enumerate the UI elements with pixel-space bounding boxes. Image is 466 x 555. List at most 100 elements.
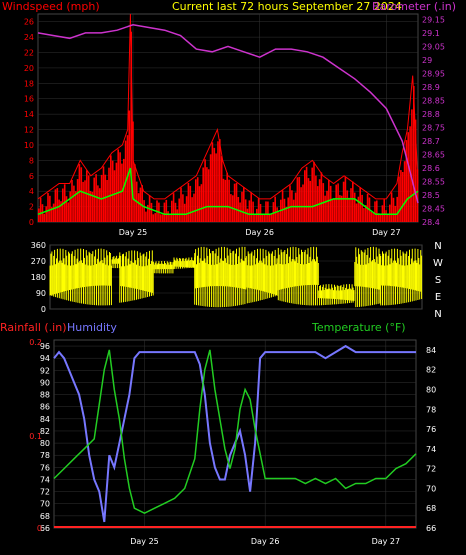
wind-speed-bar — [326, 190, 328, 222]
wind-speed-bar — [62, 188, 64, 222]
wind-speed-bar — [78, 164, 81, 222]
humidity-tick-label: 72 — [40, 488, 50, 497]
wind-speed-bar — [132, 121, 134, 222]
temperature-tick-label: 68 — [426, 504, 436, 513]
temperature-tick-label: 66 — [426, 524, 436, 533]
wind-speed-bar — [411, 109, 413, 222]
wind-speed-bar — [407, 132, 409, 222]
wind-speed-bar — [191, 197, 193, 222]
wind-speed-bar — [287, 197, 289, 222]
temperature-tick-label: 74 — [426, 445, 436, 454]
wind-speed-bar — [117, 149, 119, 222]
wind-speed-bar — [335, 184, 337, 222]
wind-speed-bar — [261, 214, 264, 222]
wind-speed-bar — [65, 196, 68, 222]
wind-speed-bar — [145, 211, 147, 222]
humidity-tick-label: 90 — [40, 378, 50, 387]
wind-tick-label: 0 — [29, 218, 34, 227]
humidity-tick-label: 76 — [40, 463, 50, 472]
compass-label: S — [435, 275, 441, 286]
wind-tick-label: 26 — [24, 18, 34, 27]
wind-speed-bar — [305, 166, 308, 222]
compass-label: N — [434, 309, 441, 320]
wind-speed-bar — [379, 214, 382, 222]
wind-speed-bar — [87, 175, 90, 222]
wind-speed-bar — [113, 170, 116, 222]
wind-tick-label: 14 — [24, 110, 34, 119]
wind-speed-bar — [342, 181, 345, 222]
wind-speed-bar — [237, 197, 240, 222]
wind-speed-bar — [204, 159, 206, 222]
wind-speed-bar — [207, 169, 210, 222]
wind-speed-bar — [281, 190, 284, 222]
wind-speed-bar — [278, 212, 280, 222]
wind-speed-bar — [84, 180, 86, 222]
wind-speed-bar — [413, 86, 415, 222]
wind-speed-bar — [119, 152, 121, 222]
wind-speed-bar — [324, 195, 326, 222]
wind-speed-bar — [263, 214, 265, 222]
wind-speed-bar — [95, 174, 97, 222]
wind-tick-label: 16 — [24, 95, 34, 104]
wind-speed-bar — [67, 202, 70, 222]
temperature-tick-label: 78 — [426, 405, 436, 414]
wind-speed-bar — [86, 170, 88, 222]
humidity-axis-title: Humidity — [67, 321, 117, 334]
wind-speed-bar — [69, 191, 71, 222]
wind-speed-bar — [195, 179, 197, 222]
wind-speed-bar — [74, 191, 77, 222]
wind-speed-bar — [363, 208, 365, 222]
x-tick-label: Day 27 — [372, 537, 401, 546]
wind-speed-bar — [357, 196, 360, 222]
direction-tick-label: 0 — [41, 305, 46, 314]
temperature-line — [53, 349, 417, 515]
wind-speed-bar — [396, 196, 398, 222]
wind-tick-label: 4 — [29, 187, 34, 196]
wind-speed-bar — [257, 198, 260, 222]
barometer-tick-label: 28.9 — [422, 83, 440, 92]
wind-tick-label: 20 — [24, 64, 34, 73]
wind-speed-bar — [224, 179, 227, 222]
wind-speed-bar — [182, 194, 184, 222]
barometer-axis-title: Barometer (.in) — [372, 0, 456, 13]
humidity-tick-label: 74 — [40, 475, 50, 484]
wind-speed-bar — [161, 214, 164, 222]
wind-speed-bar — [233, 183, 236, 222]
wind-speed-bar — [39, 197, 42, 222]
compass-label: N — [434, 241, 441, 252]
wind-speed-bar — [89, 191, 92, 222]
wind-speed-bar — [102, 166, 105, 222]
humidity-temperature-panel: 66 68 70 72 74 76 78 80 82 84 86 88 90 92 94 96 66 68 70 72… — [29, 338, 436, 546]
barometer-tick-label: 29 — [422, 56, 432, 65]
wind-speed-bar — [52, 203, 55, 222]
wind-speed-bar — [311, 167, 313, 222]
wind-tick-label: 18 — [24, 79, 34, 88]
barometer-tick-label: 29.05 — [422, 42, 445, 51]
x-tick-label: Day 26 — [251, 537, 280, 546]
wind-tick-label: 24 — [24, 33, 34, 42]
barometer-tick-label: 28.45 — [422, 204, 445, 213]
humidity-tick-label: 92 — [40, 366, 50, 375]
wind-speed-bar — [185, 196, 188, 222]
compass-label: W — [433, 258, 443, 269]
wind-speed-bar — [50, 207, 53, 222]
barometer-tick-label: 29.1 — [422, 29, 440, 38]
wind-speed-bar — [355, 203, 358, 222]
wind-speed-bar — [289, 185, 291, 222]
wind-speed-bar — [110, 155, 112, 222]
wind-speed-bar — [152, 214, 155, 222]
wind-speed-bar — [43, 213, 46, 222]
wind-speed-bar — [217, 141, 219, 222]
wind-speed-bar — [315, 175, 317, 222]
wind-speed-bar — [361, 194, 363, 222]
wind-speed-bar — [143, 200, 145, 222]
wind-speed-bar — [222, 178, 225, 222]
wind-speed-bar — [377, 213, 380, 222]
barometer-tick-label: 28.95 — [422, 69, 445, 78]
wind-speed-bar — [193, 193, 195, 222]
wind-speed-bar — [71, 180, 73, 222]
barometer-tick-label: 29.15 — [422, 15, 445, 24]
wind-speed-bar — [387, 214, 389, 222]
humidity-tick-label: 80 — [40, 439, 50, 448]
humidity-line — [53, 344, 416, 523]
